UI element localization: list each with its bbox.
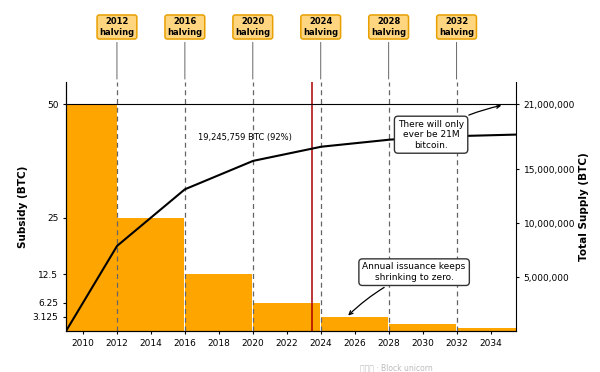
Bar bbox=[67, 105, 116, 331]
Text: 2016
halving: 2016 halving bbox=[167, 17, 202, 79]
Bar bbox=[389, 324, 456, 331]
Text: 19,245,759 BTC (92%): 19,245,759 BTC (92%) bbox=[198, 133, 292, 142]
Bar bbox=[185, 275, 253, 331]
Bar bbox=[457, 327, 524, 331]
Text: 2020
halving: 2020 halving bbox=[235, 17, 271, 79]
Y-axis label: Subsidy (BTC): Subsidy (BTC) bbox=[19, 165, 28, 248]
Text: 2012
halving: 2012 halving bbox=[100, 17, 134, 79]
Bar bbox=[253, 303, 320, 331]
Y-axis label: Total Supply (BTC): Total Supply (BTC) bbox=[580, 152, 589, 261]
Text: Annual issuance keeps
shrinking to zero.: Annual issuance keeps shrinking to zero. bbox=[349, 263, 466, 315]
Bar bbox=[321, 317, 388, 331]
Text: 公众号 · Block unicorn: 公众号 · Block unicorn bbox=[360, 363, 433, 372]
Text: 2032
halving: 2032 halving bbox=[439, 17, 474, 79]
Text: There will only
ever be 21M
bitcoin.: There will only ever be 21M bitcoin. bbox=[398, 105, 500, 150]
Text: 2028
halving: 2028 halving bbox=[371, 17, 406, 79]
Text: 2024
halving: 2024 halving bbox=[303, 17, 338, 79]
Bar bbox=[118, 218, 184, 331]
